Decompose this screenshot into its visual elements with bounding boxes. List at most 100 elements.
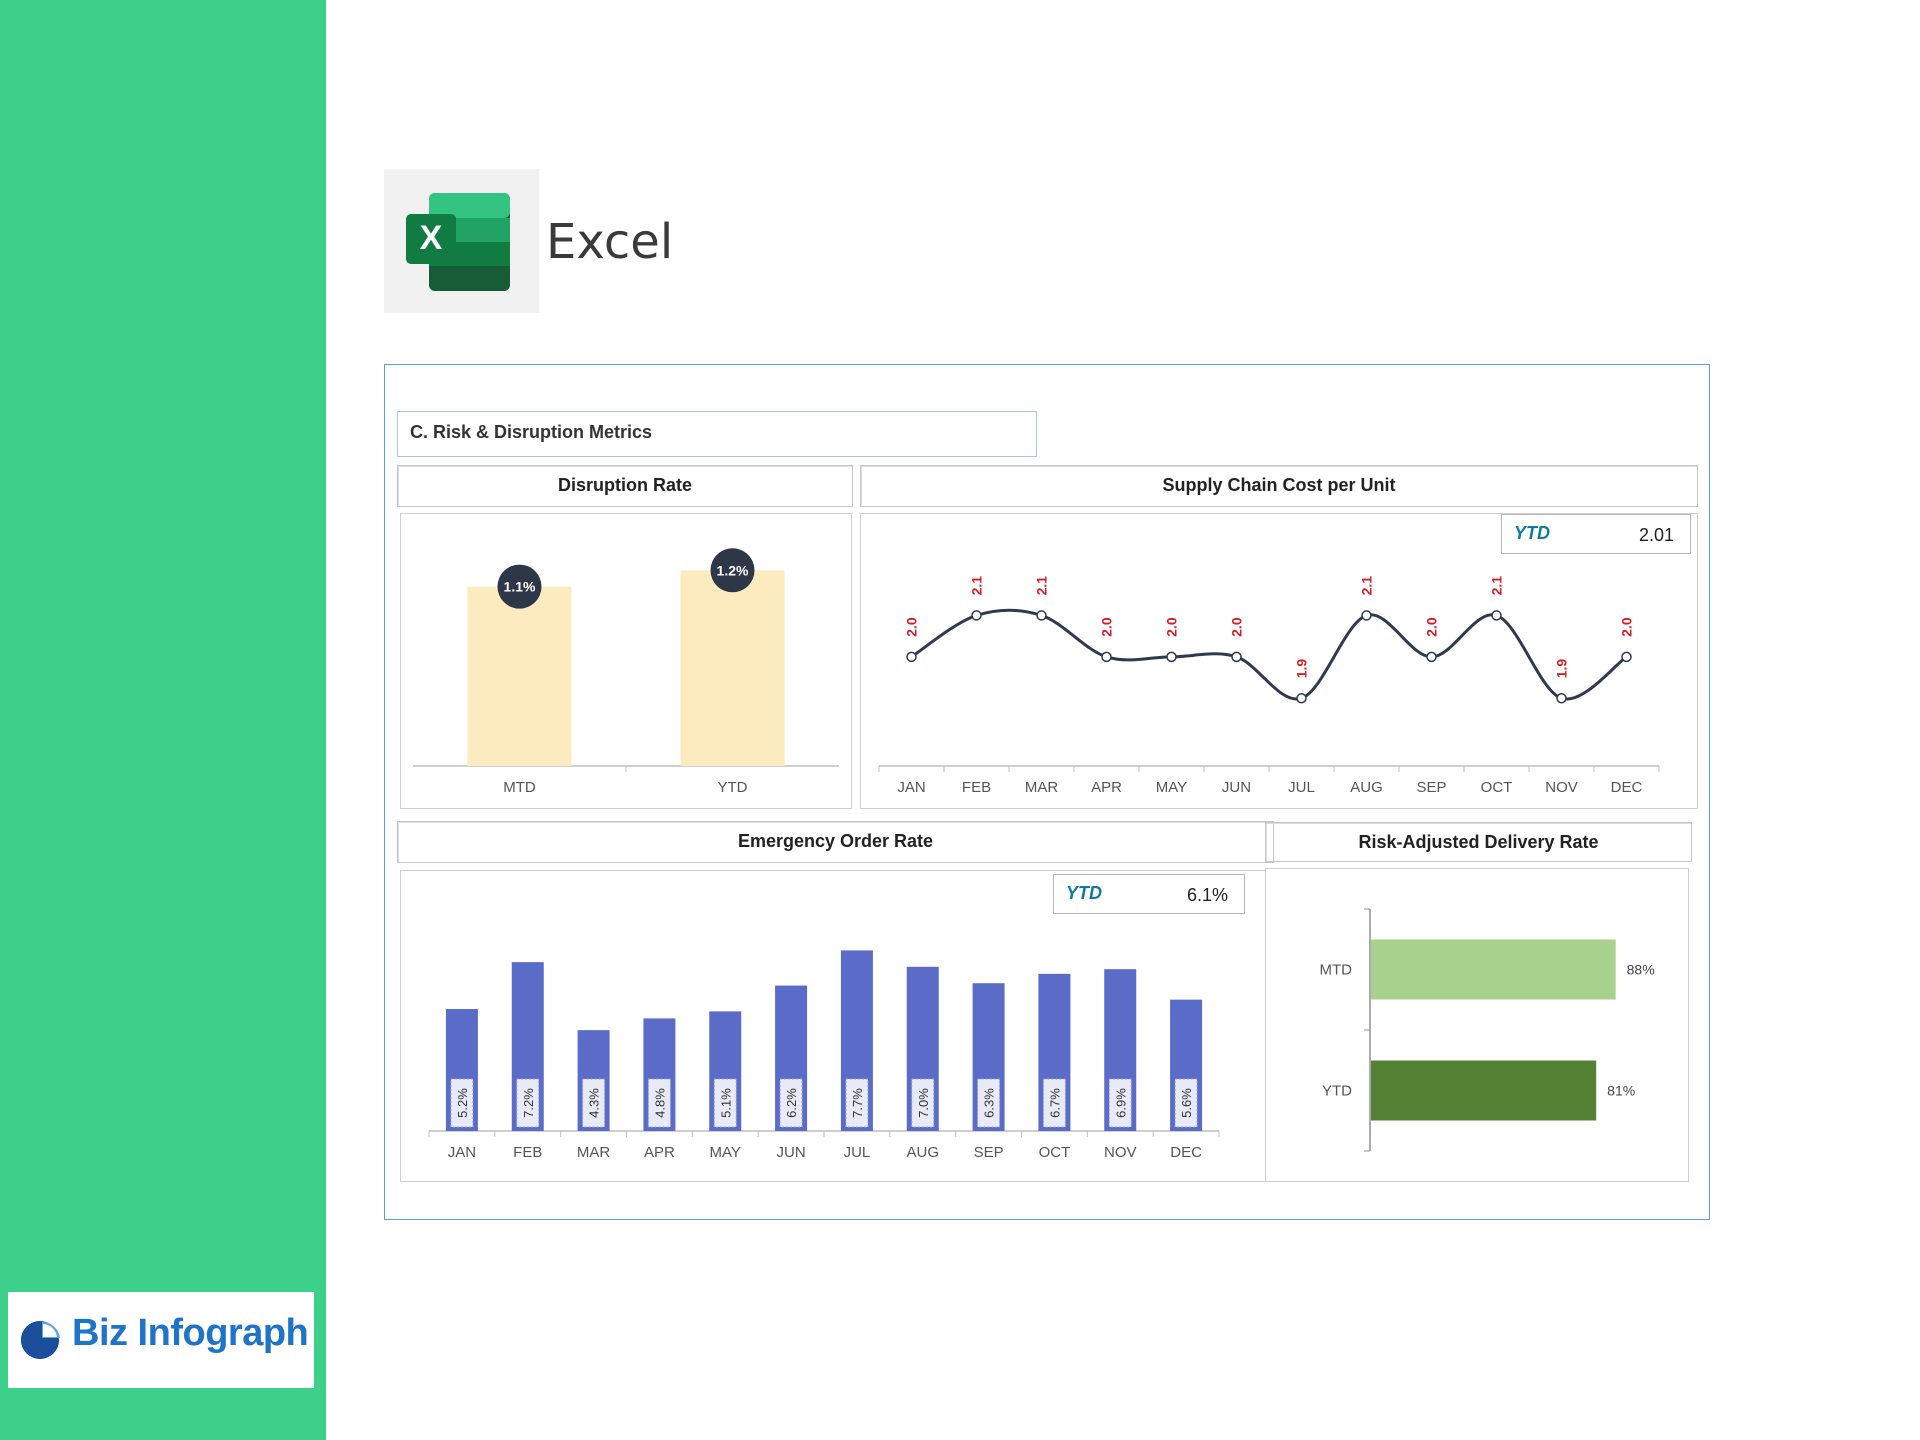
cost-data-label: 2.1 [1489,576,1505,596]
emergency-data-label: 6.9% [1113,1088,1128,1118]
cost-data-label: 2.0 [1229,617,1245,637]
emergency-data-label: 4.3% [587,1088,602,1118]
emergency-tick-label: JAN [448,1144,476,1161]
pie-logo-icon [21,1321,60,1359]
cost-data-label: 2.0 [904,617,920,637]
delivery-bar [1371,1060,1597,1121]
cost-data-label: 2.0 [1424,617,1440,637]
disruption-marker [710,548,755,593]
emergency-label-box [1042,1078,1066,1128]
risk-adjusted-delivery-chart: 88% MTD 81% YTD [1320,908,1655,1152]
cost-series-line [910,608,1628,701]
excel-app-icon[interactable]: X [384,169,539,313]
delivery-bar [1371,939,1616,1000]
cost-point [1166,651,1177,663]
emergency-data-label: 7.7% [850,1088,865,1118]
delivery-tick-label: YTD [1322,1083,1352,1100]
cost-point [1036,610,1047,621]
cost-point [1621,651,1632,663]
cost-tick-label: JAN [897,779,925,796]
disruption-tick-label: YTD [718,779,748,796]
cost-ytd-value: 2.01 [1638,525,1674,545]
emergency-order-rate-title: Emergency Order Rate [397,821,1274,863]
emergency-order-rate-panel: 5.2% JAN 7.2% FEB 4.3% MAR 4.8% APR 5.1% MAY 6.2% J… [400,870,1277,1182]
supply-chain-cost-chart: 2.0 JAN 2.1 FEB 2.1 MAR 2.0 APR 2.0 MAY 2.0 JUN 1.9 J… [878,576,1660,796]
disruption-data-label: 1.2% [717,562,749,578]
cost-data-label: 2.1 [969,576,985,596]
disruption-rate-title: Disruption Rate [397,465,853,507]
emergency-label-box [516,1078,540,1128]
emergency-data-label: 5.2% [455,1088,470,1118]
cost-data-label: 2.0 [1164,617,1180,637]
emergency-label-box [713,1078,737,1128]
cost-data-label: 2.1 [1359,576,1375,596]
emergency-label-box [779,1078,803,1128]
emergency-tick-label: MAR [577,1144,611,1161]
cost-data-label: 2.1 [1034,576,1050,596]
cost-ytd-label: YTD [1514,523,1550,543]
cost-data-label: 2.0 [1099,617,1115,637]
delivery-data-label: 81% [1607,1083,1635,1099]
cost-point [1101,651,1112,663]
cost-point [1491,610,1502,621]
delivery-data-label: 88% [1627,962,1655,978]
supply-chain-cost-title: Supply Chain Cost per Unit [860,465,1698,507]
emergency-tick-label: OCT [1039,1144,1071,1161]
cost-ytd-box: YTD 2.01 [1501,514,1691,554]
emergency-label-box [1174,1078,1198,1128]
cost-point [1296,693,1307,704]
svg-text:X: X [420,219,443,257]
emergency-label-box [582,1078,606,1128]
cost-tick-label: DEC [1611,779,1643,796]
emergency-label-box [911,1078,935,1128]
emergency-data-label: 6.3% [982,1088,997,1118]
emergency-ytd-value: 6.1% [1186,885,1228,905]
cost-point [906,651,917,663]
delivery-tick-label: MTD [1320,962,1353,979]
cost-tick-label: JUN [1222,779,1251,796]
emergency-ytd-box: YTD 6.1% [1053,874,1245,914]
sidebar: Biz Infograph [0,0,326,1440]
emergency-tick-label: JUL [844,1144,871,1161]
cost-tick-label: MAY [1156,779,1187,796]
disruption-data-label: 1.1% [504,579,536,595]
cost-data-label: 2.0 [1619,617,1635,637]
cost-point [971,610,982,621]
disruption-rate-chart: 1.1% MTD 1.2% YTD [413,548,839,796]
emergency-tick-label: AUG [906,1144,939,1161]
cost-tick-label: APR [1091,779,1122,796]
brand-name: Biz Infograph [72,1312,309,1354]
disruption-bar [680,570,785,766]
emergency-ytd-label: YTD [1066,883,1102,903]
emergency-tick-label: DEC [1170,1144,1202,1161]
emergency-order-rate-chart: 5.2% JAN 7.2% FEB 4.3% MAR 4.8% APR 5.1% MAY 6.2% J… [428,950,1220,1161]
risk-adjusted-delivery-title: Risk-Adjusted Delivery Rate [1265,822,1692,862]
disruption-rate-panel: 1.1% MTD 1.2% YTD [400,513,852,809]
emergency-tick-label: SEP [974,1144,1004,1161]
app-title: Excel [546,214,674,270]
emergency-data-label: 7.2% [521,1088,536,1118]
emergency-data-label: 4.8% [652,1088,667,1118]
emergency-data-label: 5.1% [718,1088,733,1118]
cost-tick-label: JUL [1288,779,1315,796]
emergency-data-label: 6.2% [784,1088,799,1118]
cost-tick-label: OCT [1481,779,1513,796]
emergency-tick-label: JUN [776,1144,805,1161]
brand-logo[interactable]: Biz Infograph [8,1292,314,1388]
emergency-label-box [845,1078,869,1128]
emergency-data-label: 6.7% [1047,1088,1062,1118]
cost-point [1361,610,1372,621]
cost-data-label: 1.9 [1554,659,1570,679]
emergency-tick-label: APR [644,1144,675,1161]
emergency-label-box [1108,1078,1132,1128]
disruption-tick-label: MTD [503,779,536,796]
emergency-tick-label: MAY [710,1144,741,1161]
cost-point [1426,651,1437,663]
risk-adjusted-delivery-panel: 88% MTD 81% YTD [1265,868,1689,1182]
emergency-label-box [647,1078,671,1128]
dashboard-frame: C. Risk & Disruption Metrics Disruption … [384,364,1710,1220]
emergency-label-box [450,1078,474,1128]
disruption-bar [467,586,572,766]
cost-tick-label: FEB [962,779,991,796]
cost-tick-label: MAR [1025,779,1059,796]
